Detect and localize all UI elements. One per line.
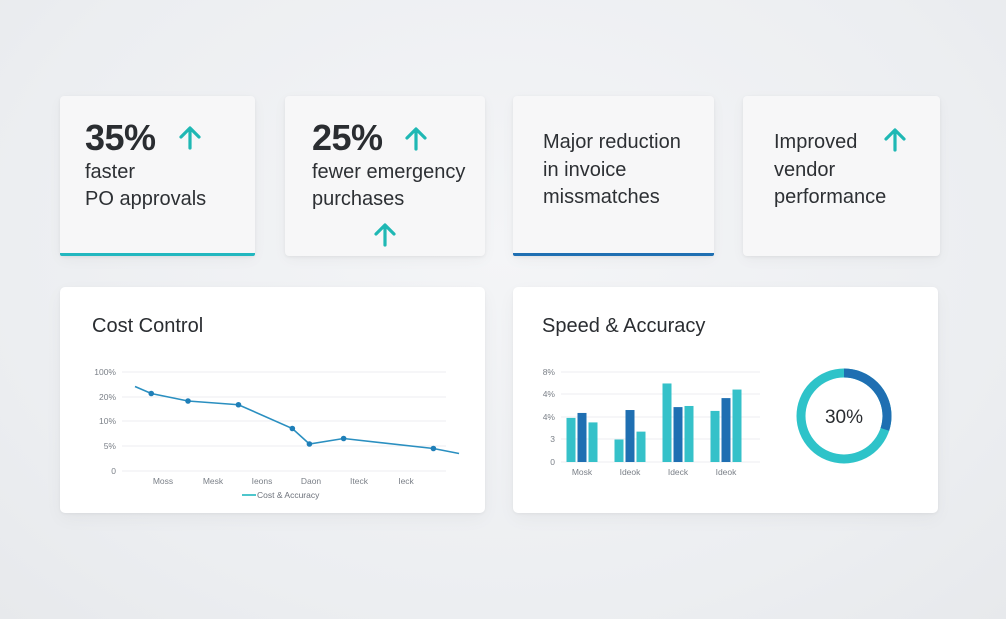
stat-card-emergency-purchases: 25% fewer emergency purchases: [285, 96, 485, 256]
x-tick-label: Ideck: [668, 467, 689, 477]
y-tick-label: 8%: [543, 367, 556, 377]
stat-label-line: Improved: [774, 131, 858, 153]
stat-card-po-approvals: 35% faster PO approvals: [60, 96, 255, 256]
stat-label-line: faster: [85, 161, 136, 183]
stat-label-line: PO approvals: [85, 188, 207, 210]
y-tick-label: 5%: [104, 441, 117, 451]
bar: [673, 407, 683, 462]
speed-accuracy-panel: Speed & Accuracy 8% 4% 4% 3 0 Mosk Ideok Ideck I…: [513, 287, 938, 513]
data-point: [185, 398, 191, 404]
bar: [566, 417, 576, 462]
teal-underline: [60, 253, 255, 256]
legend-label: Cost & Accuracy: [257, 490, 320, 500]
stat-label-line: purchases: [312, 188, 405, 210]
data-point: [235, 401, 242, 408]
arrow-up-icon: [374, 223, 396, 247]
chart-title: Cost Control: [92, 315, 204, 337]
stat-label-line: performance: [774, 186, 887, 208]
x-tick-label: Mesk: [203, 476, 224, 486]
y-tick-label: 4%: [543, 389, 556, 399]
cost-control-line-chart: 100% 20% 10% 5% 0 Moss Mesk Ieons Daon Iteck Ieck C…: [94, 367, 460, 500]
y-tick-label: 0: [111, 466, 116, 476]
stat-label-line: fewer emergency: [312, 161, 466, 183]
cost-control-panel: Cost Control 100% 20% 10% 5% 0 Moss Mesk Ieons D…: [60, 287, 485, 513]
blue-underline: [513, 253, 714, 256]
y-tick-label: 3: [550, 434, 555, 444]
stat-label-line: in invoice: [543, 159, 627, 181]
x-tick-label: Mosk: [572, 467, 593, 477]
y-tick-label: 20%: [99, 392, 116, 402]
bar: [721, 398, 731, 462]
x-tick-label: Ieons: [252, 476, 273, 486]
data-point: [430, 445, 437, 452]
stat-label-line: missmatches: [543, 186, 660, 208]
y-tick-label: 0: [550, 457, 555, 467]
speed-accuracy-bar-chart: 8% 4% 4% 3 0 Mosk Ideok Ideck Ideok 30%: [543, 367, 892, 477]
bar: [684, 405, 694, 462]
y-tick-label: 4%: [543, 412, 556, 422]
data-point: [148, 390, 155, 397]
x-tick-label: Ieck: [398, 476, 414, 486]
stat-card-invoice-mismatches: Major reduction in invoice missmatches: [513, 96, 714, 256]
stat-label-line: Major reduction: [543, 131, 681, 153]
bar: [710, 410, 720, 462]
x-tick-label: Ideok: [620, 467, 642, 477]
y-tick-label: 100%: [94, 367, 116, 377]
bar: [577, 412, 587, 462]
data-point: [289, 425, 296, 432]
x-tick-label: Daon: [301, 476, 322, 486]
data-point: [340, 435, 347, 442]
stat-card-vendor-performance: Improved vendor performance: [743, 96, 940, 256]
stat-label-line: vendor: [774, 159, 836, 181]
bar: [614, 439, 624, 462]
y-tick-label: 10%: [99, 416, 116, 426]
arrow-up-icon: [179, 126, 201, 150]
arrow-up-icon: [884, 128, 906, 152]
chart-title: Speed & Accuracy: [542, 315, 706, 337]
stat-value: 35%: [85, 117, 156, 158]
bar: [732, 389, 742, 462]
x-tick-label: Ideok: [716, 467, 738, 477]
arrow-up-icon: [405, 127, 427, 151]
bar: [636, 431, 646, 462]
stat-value: 25%: [312, 117, 383, 158]
bar: [588, 422, 598, 462]
data-point: [306, 441, 313, 447]
bar: [625, 410, 635, 462]
bar: [662, 383, 672, 462]
x-tick-label: Moss: [153, 476, 173, 486]
donut-label: 30%: [825, 407, 863, 428]
x-tick-label: Iteck: [350, 476, 369, 486]
donut-arc: [796, 368, 892, 464]
